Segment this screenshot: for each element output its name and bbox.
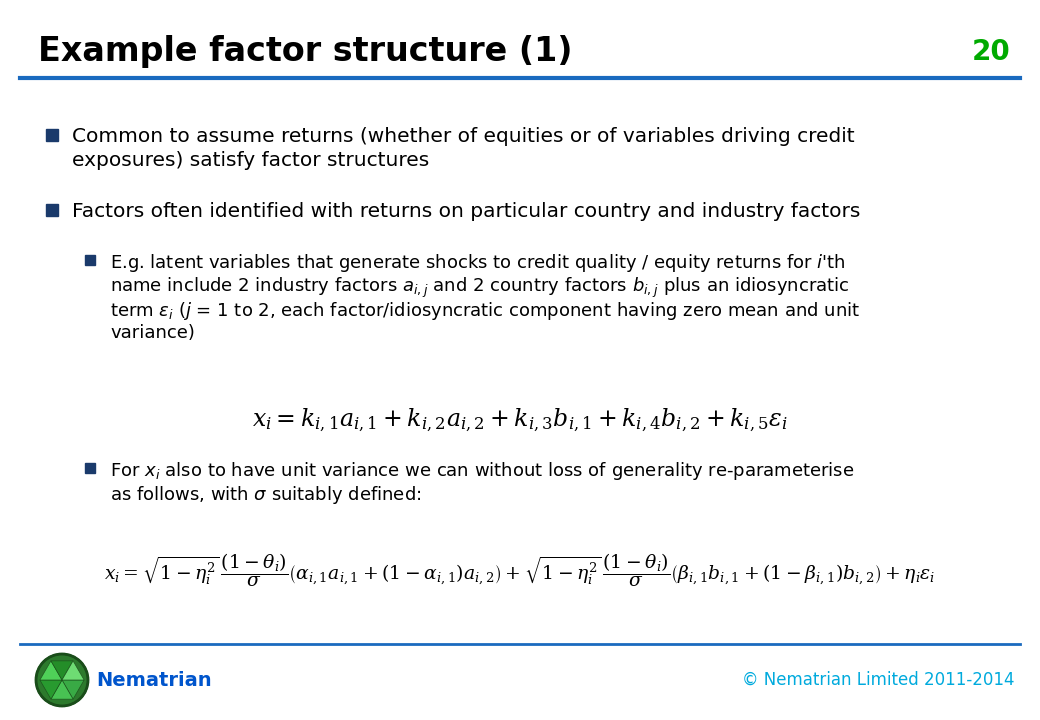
Text: name include 2 industry factors $a_{i,j}$ and 2 country factors $b_{i,j}$ plus a: name include 2 industry factors $a_{i,j}… <box>110 276 850 300</box>
Circle shape <box>36 654 88 706</box>
Bar <box>85 463 95 473</box>
Polygon shape <box>40 680 62 699</box>
Polygon shape <box>51 680 73 699</box>
Polygon shape <box>40 661 62 680</box>
Polygon shape <box>62 680 84 699</box>
Text: Example factor structure (1): Example factor structure (1) <box>38 35 572 68</box>
Bar <box>46 129 58 141</box>
Bar <box>85 255 95 265</box>
Text: Nematrian: Nematrian <box>96 670 211 690</box>
Polygon shape <box>51 661 73 680</box>
Text: 20: 20 <box>971 38 1010 66</box>
Text: as follows, with $\sigma$ suitably defined:: as follows, with $\sigma$ suitably defin… <box>110 484 421 506</box>
Text: For $x_i$ also to have unit variance we can without loss of generality re-parame: For $x_i$ also to have unit variance we … <box>110 460 855 482</box>
Text: term $\varepsilon_i$ ($j$ = 1 to 2, each factor/idiosyncratic component having z: term $\varepsilon_i$ ($j$ = 1 to 2, each… <box>110 300 860 322</box>
Text: $x_i = \sqrt{1-\eta_i^2}\,\dfrac{(1-\theta_i)}{\sigma}\left(\alpha_{i,1}a_{i,1} : $x_i = \sqrt{1-\eta_i^2}\,\dfrac{(1-\the… <box>104 551 936 589</box>
Text: Factors often identified with returns on particular country and industry factors: Factors often identified with returns on… <box>72 202 860 221</box>
Text: $x_i = k_{i,1}a_{i,1} + k_{i,2}a_{i,2} + k_{i,3}b_{i,1} + k_{i,4}b_{i,2} + k_{i,: $x_i = k_{i,1}a_{i,1} + k_{i,2}a_{i,2} +… <box>252 406 788 433</box>
Bar <box>46 204 58 216</box>
Text: © Nematrian Limited 2011-2014: © Nematrian Limited 2011-2014 <box>743 671 1015 689</box>
Text: E.g. latent variables that generate shocks to credit quality / equity returns fo: E.g. latent variables that generate shoc… <box>110 252 846 274</box>
Text: Common to assume returns (whether of equities or of variables driving credit: Common to assume returns (whether of equ… <box>72 127 855 146</box>
Polygon shape <box>62 661 84 680</box>
Text: variance): variance) <box>110 324 194 342</box>
Text: exposures) satisfy factor structures: exposures) satisfy factor structures <box>72 151 430 170</box>
